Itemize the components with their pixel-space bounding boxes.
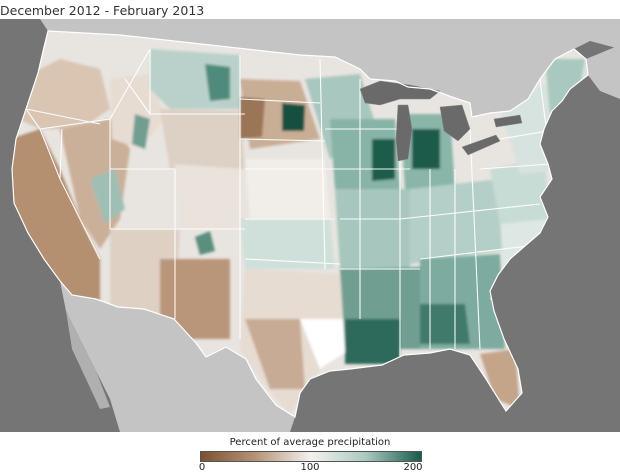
precip-regions [12,31,588,414]
idaho-wet-patch [132,114,150,149]
legend-tick-100: 100 [300,462,320,473]
florida-dry-region [480,349,520,409]
lake-ontario [493,114,523,128]
wisconsin-wet-patch [372,139,395,181]
legend-title: Percent of average precipitation [229,437,391,448]
west-texas-dry-region [245,319,305,389]
alabama-wet-patch [420,304,470,344]
kansas-oklahoma-region [240,219,335,269]
plains-east-border [319,58,326,270]
utah-wet-patch [90,169,125,224]
maine-region [545,59,585,114]
western-dakota-dry-patch [240,97,265,139]
map-title: December 2012 - February 2013 [0,3,205,18]
idaho-region [110,74,165,149]
legend-tick-0: 0 [198,462,206,473]
lake-superior [359,80,441,106]
colorado-region [175,164,245,229]
legend: Percent of average precipitation 0 100 2… [0,432,620,474]
nd-sd-border [239,98,321,104]
ky-tn-border [399,203,541,220]
eastern-dakota-wet-patch [282,103,305,131]
ca-nv-border [59,128,63,180]
east-border [469,128,481,350]
lake-michigan [395,104,413,162]
sd-ne-border [239,138,326,142]
wyoming-region [160,109,245,169]
sc-ga-border [489,288,521,300]
great-lakes [359,80,523,162]
ut-az-border [110,168,176,319]
colorado-wet-patch [195,231,215,255]
michigan-wet-patch [412,129,440,169]
legend-tick-200: 200 [403,462,423,473]
lake-erie [461,134,501,156]
surrounding-land [0,19,620,432]
montana-wet-patch [205,64,230,101]
central-texas-light-region [300,319,350,369]
precipitation-map [0,19,620,432]
map-svg [0,19,620,432]
baja-peninsula [66,311,110,409]
ohio-valley-region [410,179,510,264]
nebraska-kansas-region [245,159,330,219]
carolinas-region [500,214,545,294]
missouri-illinois-region [335,189,410,269]
legend-color-bar [200,451,422,462]
canada-maritimes-land [586,45,620,99]
louisiana-wet-patch [345,319,400,364]
california-dry-region [12,129,100,309]
canada-land [0,19,620,117]
id-border [124,78,151,115]
new-mexico-dry-region [160,259,230,339]
mexico-land [60,281,295,432]
pa-border [479,163,551,170]
ok-tx-border [244,258,341,265]
or-border [25,108,101,125]
lake-huron [439,104,471,142]
